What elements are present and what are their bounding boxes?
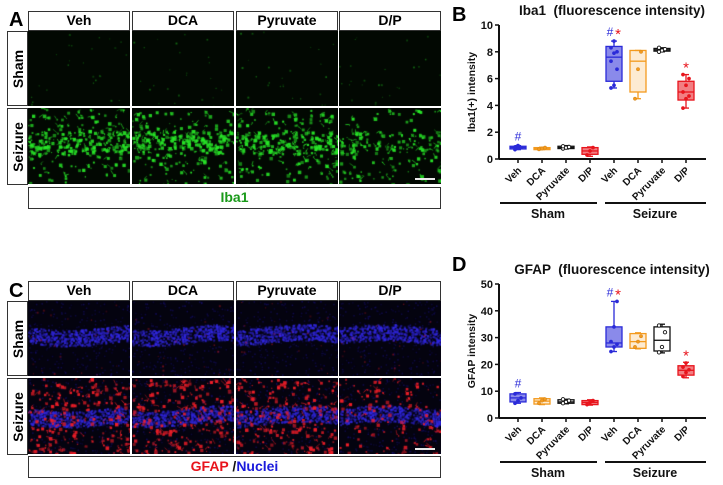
scale-bar	[415, 448, 435, 450]
column-header-dp: D/P	[339, 281, 441, 301]
micrograph-sham-veh	[28, 301, 130, 376]
column-header-pyruvate: Pyruvate	[236, 281, 338, 301]
panel-letter-c: C	[9, 280, 24, 302]
y-tick-label: 8	[487, 47, 493, 59]
row-header-seizure: Seizure	[7, 378, 28, 455]
stain-label-separator: /	[228, 458, 237, 474]
y-tick-label: 4	[487, 100, 494, 112]
micrograph-seizure-dp	[339, 378, 441, 454]
y-tick-label: 6	[487, 74, 493, 86]
box-sham-veh: #	[509, 377, 527, 406]
row-header-seizure: Seizure	[7, 108, 28, 185]
gfap-box-plot: GFAP (fluorescence intensity) GFAP intens…	[466, 262, 710, 480]
x-tick-label: D/P	[577, 165, 597, 185]
panel-letter-a: A	[9, 9, 24, 31]
x-tick-label: D/P	[673, 424, 693, 444]
column-header-dca: DCA	[132, 281, 234, 301]
significance-hash: #	[515, 377, 522, 391]
micrograph-sham-pyruvate	[236, 301, 338, 376]
stain-label-nuclei: Nuclei	[236, 458, 279, 474]
box-sham-d-p	[581, 398, 599, 407]
stain-label-gfap: GFAP	[190, 458, 229, 474]
panel-letter-b: B	[452, 4, 467, 26]
significance-hash: #	[515, 130, 522, 144]
box-seizure-d-p: *	[677, 60, 695, 110]
stain-label-box-iba1: Iba1	[28, 187, 441, 209]
x-tick-label: D/P	[673, 165, 693, 185]
box-seizure-veh: # *	[605, 285, 623, 354]
y-tick-label: 50	[481, 279, 493, 291]
micrograph-seizure-dca	[132, 378, 234, 454]
micrograph-sham-dca	[132, 31, 234, 106]
column-header-veh: Veh	[28, 11, 130, 31]
box-sham-pyruvate	[557, 397, 575, 406]
box-seizure-dca	[629, 49, 647, 101]
column-header-pyruvate: Pyruvate	[236, 11, 338, 31]
micrograph-sham-dp	[339, 301, 441, 376]
group-label-sham: Sham	[531, 466, 565, 480]
row-header-sham: Sham	[7, 31, 28, 106]
box-sham-veh: #	[509, 130, 527, 152]
stain-label-iba1: Iba1	[220, 189, 249, 205]
group-label-sham: Sham	[531, 207, 565, 221]
box-sham-d-p	[581, 145, 599, 157]
micrograph-seizure-veh	[28, 108, 130, 184]
column-header-veh: Veh	[28, 281, 130, 301]
micrograph-seizure-dca	[132, 108, 234, 184]
chart-title: GFAP (fluorescence intensity)	[514, 262, 710, 277]
y-tick-label: 30	[481, 333, 493, 345]
y-tick-label: 20	[481, 359, 493, 371]
x-tick-label: Veh	[600, 424, 620, 444]
x-tick-label: Veh	[504, 165, 524, 185]
micrograph-seizure-pyruvate	[236, 378, 338, 454]
box-sham-pyruvate	[557, 144, 575, 151]
micrograph-sham-dp	[339, 31, 441, 106]
y-tick-label: 40	[481, 306, 493, 318]
micrograph-seizure-dp	[339, 108, 441, 184]
scale-bar	[415, 178, 435, 180]
group-label-seizure: Seizure	[633, 207, 678, 221]
x-tick-label: Veh	[504, 424, 524, 444]
box-seizure-pyruvate	[653, 323, 671, 355]
box-seizure-dca	[629, 332, 647, 350]
y-tick-label: 10	[481, 20, 493, 32]
significance-star: *	[683, 60, 689, 77]
box-seizure-d-p: *	[677, 347, 695, 379]
y-tick-label: 2	[487, 127, 493, 139]
iba1-box-plot: Iba1 (fluorescence intensity) Iba1(+) int…	[466, 3, 706, 221]
significance-hash: #	[607, 25, 614, 39]
micrograph-sham-pyruvate	[236, 31, 338, 106]
box-seizure-veh: # *	[605, 25, 623, 90]
significance-star: *	[683, 347, 689, 364]
micrograph-seizure-pyruvate	[236, 108, 338, 184]
box-sham-dca	[533, 397, 551, 406]
row-header-sham: Sham	[7, 301, 28, 376]
x-tick-label: Veh	[600, 165, 620, 185]
panel-letter-d: D	[452, 254, 467, 276]
y-tick-label: 0	[487, 413, 493, 425]
box-seizure-pyruvate	[653, 45, 671, 54]
y-axis-label: Iba1(+) intensity	[466, 52, 478, 132]
significance-star: *	[615, 26, 621, 43]
y-tick-label: 10	[481, 386, 493, 398]
box-sham-dca	[533, 145, 551, 152]
column-header-dca: DCA	[132, 11, 234, 31]
y-tick-label: 0	[487, 154, 493, 166]
y-axis-label: GFAP intensity	[466, 314, 478, 389]
group-label-seizure: Seizure	[633, 466, 678, 480]
column-header-dp: D/P	[339, 11, 441, 31]
micrograph-sham-veh	[28, 31, 130, 106]
significance-hash: #	[607, 285, 614, 299]
significance-star: *	[615, 286, 621, 303]
micrograph-seizure-veh	[28, 378, 130, 454]
chart-title: Iba1 (fluorescence intensity)	[519, 3, 705, 18]
micrograph-sham-dca	[132, 301, 234, 376]
stain-label-box-gfap: GFAP /Nuclei	[28, 456, 441, 478]
x-tick-label: D/P	[577, 424, 597, 444]
